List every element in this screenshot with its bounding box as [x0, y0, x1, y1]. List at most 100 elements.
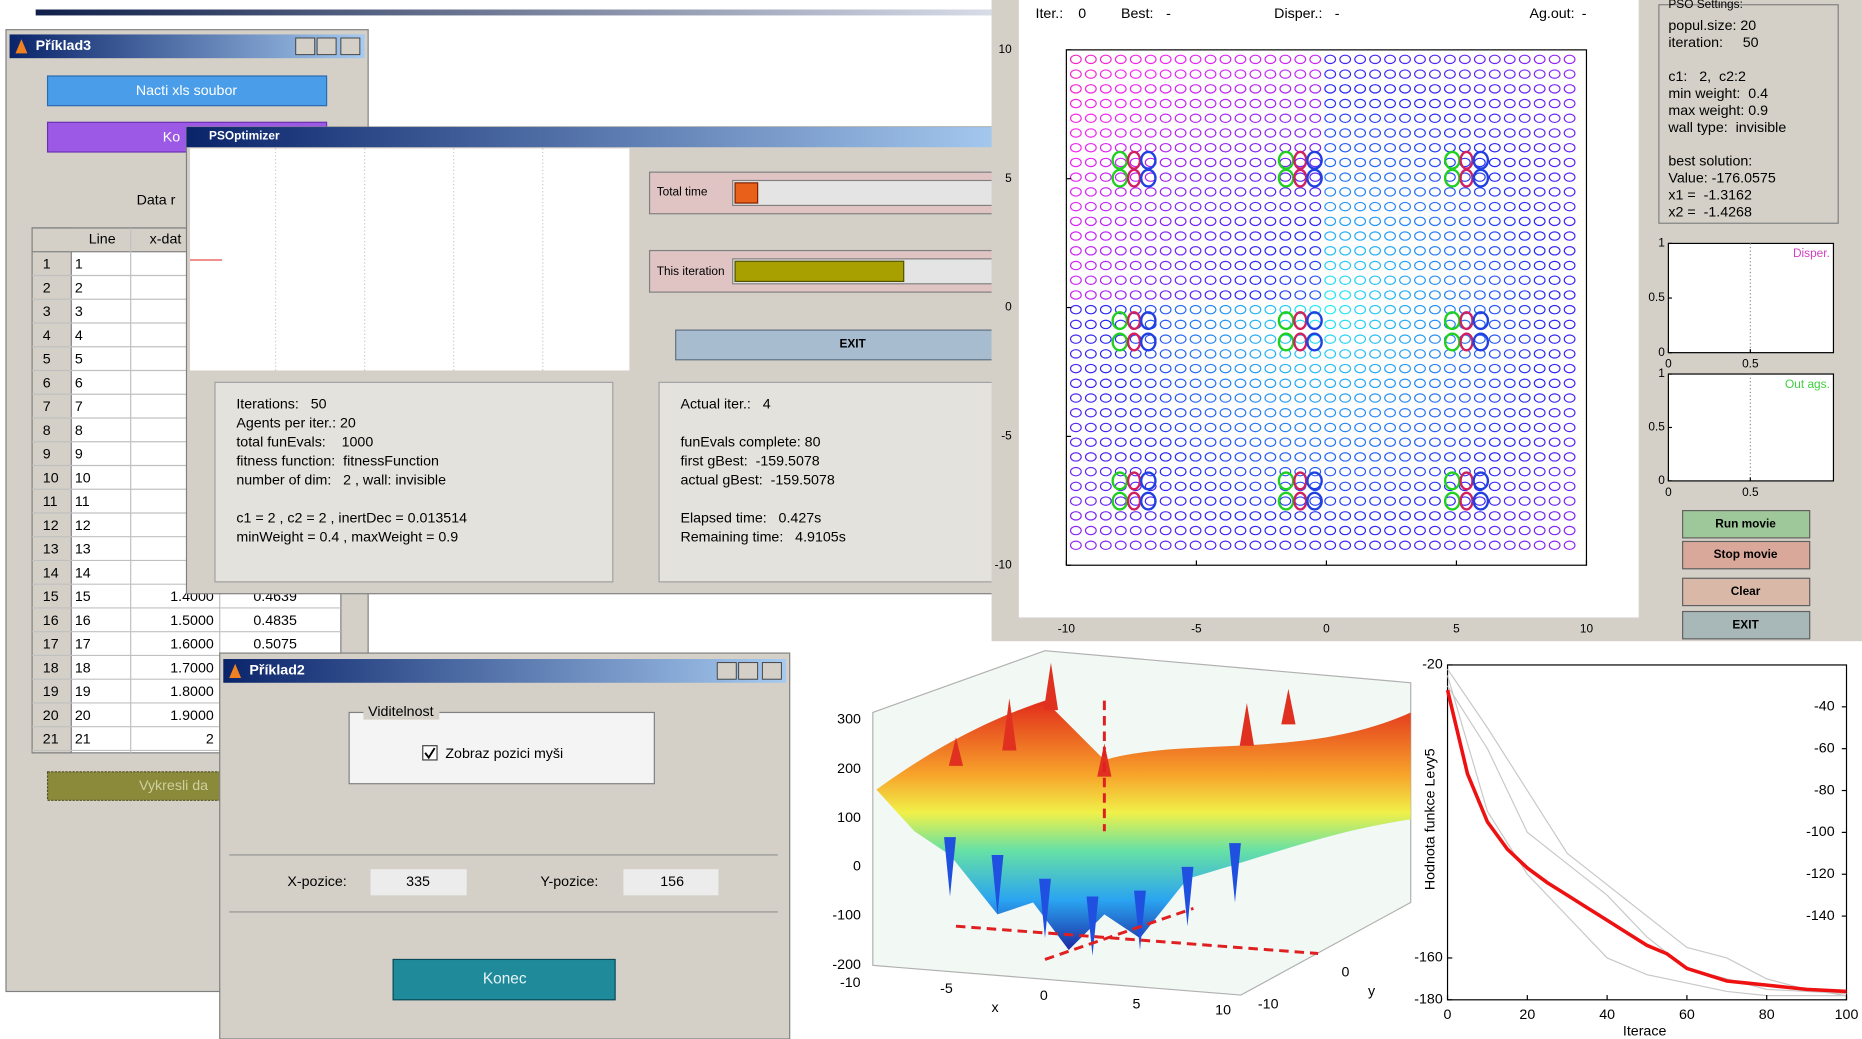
contour	[1264, 466, 1277, 477]
button[interactable]	[46, 75, 328, 107]
button[interactable]	[1682, 510, 1811, 539]
peak	[1306, 168, 1323, 188]
contour	[1548, 408, 1561, 418]
contour	[1294, 304, 1307, 315]
contour	[1159, 393, 1172, 403]
contour	[1354, 496, 1367, 506]
contour	[1189, 246, 1202, 256]
contour	[1518, 246, 1531, 256]
label: 8	[43, 423, 51, 439]
contour	[1369, 334, 1382, 344]
contour	[1563, 481, 1576, 492]
contour	[1174, 481, 1187, 492]
contour	[1279, 540, 1292, 551]
peak	[1139, 491, 1157, 511]
label: -80	[1814, 782, 1835, 798]
contour	[1249, 363, 1262, 374]
contour	[1204, 172, 1217, 182]
contour	[1414, 334, 1426, 344]
contour	[1234, 452, 1247, 462]
contour	[1443, 290, 1456, 300]
contour	[1339, 69, 1352, 79]
contour	[1414, 157, 1426, 168]
contour	[1429, 187, 1441, 197]
contour	[1084, 54, 1097, 65]
contour	[1129, 84, 1142, 94]
contour	[1219, 496, 1232, 506]
contour	[1294, 231, 1307, 241]
contour	[1159, 496, 1172, 506]
contour	[1294, 201, 1307, 212]
contour	[1204, 290, 1217, 300]
minimize-button[interactable]	[295, 37, 316, 56]
button[interactable]	[1682, 540, 1811, 570]
contour	[1533, 481, 1546, 492]
label: 0.5	[1742, 357, 1759, 371]
contour	[1354, 260, 1367, 271]
contour	[1458, 275, 1471, 285]
label: 0.5	[1648, 290, 1665, 304]
contour	[1219, 187, 1232, 197]
contour	[1533, 201, 1546, 212]
contour	[1174, 69, 1187, 79]
contour	[1099, 142, 1112, 153]
contour	[1429, 378, 1441, 389]
minimize-button[interactable]	[716, 662, 737, 680]
contour	[1219, 201, 1232, 212]
contour	[1563, 304, 1576, 315]
contour	[1084, 201, 1097, 212]
contour	[1219, 378, 1232, 389]
contour	[1309, 511, 1322, 521]
contour	[1144, 408, 1157, 418]
contour	[1279, 113, 1292, 124]
contour	[1174, 260, 1187, 271]
contour	[1069, 422, 1082, 433]
contour	[1429, 275, 1441, 285]
contour	[1458, 246, 1471, 256]
contour	[1533, 334, 1546, 344]
maximize-button[interactable]	[738, 662, 759, 680]
close-button[interactable]	[340, 37, 361, 56]
contour	[1384, 540, 1396, 551]
contour	[1204, 231, 1217, 241]
checkbox[interactable]	[422, 745, 438, 761]
contour	[1339, 334, 1352, 344]
spike	[1002, 698, 1017, 751]
button[interactable]	[46, 771, 239, 801]
contour	[1084, 525, 1097, 536]
contour	[1279, 231, 1292, 241]
peak	[1472, 332, 1490, 352]
contour	[1429, 540, 1441, 551]
contour	[1264, 481, 1277, 492]
contour	[1399, 142, 1411, 153]
button[interactable]	[1682, 610, 1811, 640]
contour	[1458, 290, 1471, 300]
maximize-button[interactable]	[316, 37, 337, 56]
contour	[1488, 84, 1501, 94]
contour	[1443, 452, 1456, 462]
contour	[1473, 260, 1486, 271]
spike	[1134, 890, 1146, 950]
button[interactable]	[675, 329, 1007, 361]
contour	[1503, 452, 1516, 462]
contour	[1488, 54, 1501, 65]
label: 10	[43, 470, 59, 486]
contour	[1563, 113, 1576, 124]
contour	[1234, 69, 1247, 79]
label: -10	[995, 557, 1013, 571]
contour	[1324, 496, 1337, 506]
close-button[interactable]	[761, 662, 782, 680]
contour	[1563, 246, 1576, 256]
label: -5	[1001, 429, 1012, 443]
contour	[1324, 98, 1337, 109]
label: 0	[1323, 621, 1330, 635]
button[interactable]	[1682, 577, 1811, 607]
contour	[1309, 452, 1322, 462]
button[interactable]	[392, 958, 616, 1001]
label: 15	[75, 589, 91, 605]
contour	[1563, 525, 1576, 536]
contour	[1458, 363, 1471, 374]
contour	[1503, 69, 1516, 79]
contour	[1114, 540, 1127, 551]
